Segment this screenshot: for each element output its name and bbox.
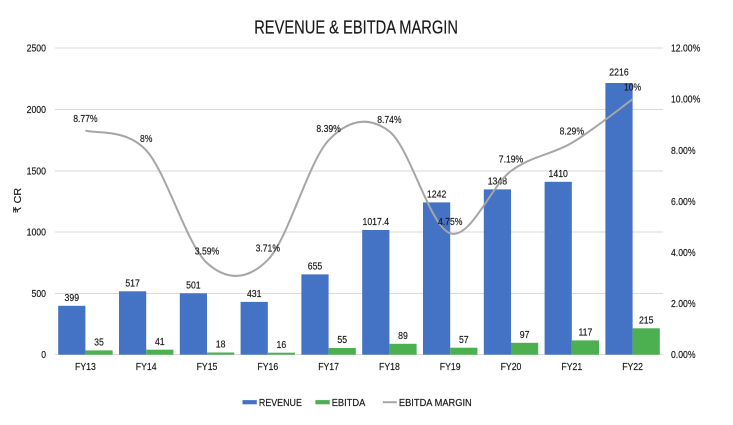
svg-text:215: 215 <box>639 316 654 327</box>
svg-text:431: 431 <box>247 289 262 300</box>
svg-text:1000: 1000 <box>27 228 47 239</box>
svg-text:1410: 1410 <box>549 169 569 180</box>
svg-text:655: 655 <box>308 262 323 273</box>
svg-text:1500: 1500 <box>27 166 47 177</box>
svg-text:FY14: FY14 <box>136 362 157 373</box>
svg-text:2500: 2500 <box>27 44 47 55</box>
svg-text:2.00%: 2.00% <box>671 299 696 310</box>
svg-text:55: 55 <box>337 335 347 346</box>
svg-text:2216: 2216 <box>609 68 629 79</box>
svg-text:0: 0 <box>41 350 46 361</box>
svg-text:89: 89 <box>398 331 408 342</box>
svg-text:16: 16 <box>277 340 287 351</box>
svg-text:REVENUE & EBITDA MARGIN: REVENUE & EBITDA MARGIN <box>254 18 458 38</box>
svg-text:FY19: FY19 <box>440 362 461 373</box>
svg-text:41: 41 <box>155 337 165 348</box>
svg-text:57: 57 <box>459 335 469 346</box>
svg-text:10%: 10% <box>624 83 641 94</box>
svg-text:10.00%: 10.00% <box>671 95 700 106</box>
svg-text:117: 117 <box>578 328 592 339</box>
svg-text:35: 35 <box>94 338 104 349</box>
svg-text:1242: 1242 <box>427 190 447 201</box>
svg-text:517: 517 <box>125 279 140 290</box>
svg-text:6.00%: 6.00% <box>671 197 696 208</box>
svg-text:FY15: FY15 <box>197 362 218 373</box>
svg-text:FY22: FY22 <box>622 362 643 373</box>
svg-text:7.19%: 7.19% <box>499 155 523 166</box>
svg-text:399: 399 <box>65 293 80 304</box>
svg-text:8.29%: 8.29% <box>560 126 584 137</box>
svg-text:8%: 8% <box>140 134 152 145</box>
svg-text:FY18: FY18 <box>379 362 400 373</box>
svg-text:3.59%: 3.59% <box>195 247 219 258</box>
svg-text:97: 97 <box>520 330 530 341</box>
svg-text:REVENUE: REVENUE <box>259 398 302 409</box>
svg-text:FY13: FY13 <box>75 362 96 373</box>
svg-text:FY17: FY17 <box>318 362 339 373</box>
svg-text:2000: 2000 <box>27 105 47 116</box>
svg-text:8.77%: 8.77% <box>73 114 97 125</box>
svg-text:FY21: FY21 <box>561 362 582 373</box>
svg-text:8.39%: 8.39% <box>316 124 340 135</box>
svg-text:500: 500 <box>32 289 47 300</box>
svg-text:12.00%: 12.00% <box>671 44 700 55</box>
svg-text:3.71%: 3.71% <box>256 243 280 254</box>
svg-text:EBITDA MARGIN: EBITDA MARGIN <box>399 398 472 409</box>
svg-text:8.00%: 8.00% <box>671 146 696 157</box>
svg-text:0.00%: 0.00% <box>671 350 696 361</box>
svg-text:501: 501 <box>186 281 201 292</box>
svg-text:FY20: FY20 <box>501 362 522 373</box>
svg-text:FY16: FY16 <box>257 362 278 373</box>
svg-text:4.00%: 4.00% <box>671 248 696 259</box>
svg-text:₹ CR: ₹ CR <box>12 187 24 213</box>
svg-text:18: 18 <box>216 340 226 351</box>
svg-text:8.74%: 8.74% <box>377 115 401 126</box>
svg-text:1017.4: 1017.4 <box>363 217 390 228</box>
svg-text:EBITDA: EBITDA <box>332 398 366 409</box>
svg-text:4.75%: 4.75% <box>438 217 462 228</box>
svg-text:1348: 1348 <box>488 177 508 188</box>
